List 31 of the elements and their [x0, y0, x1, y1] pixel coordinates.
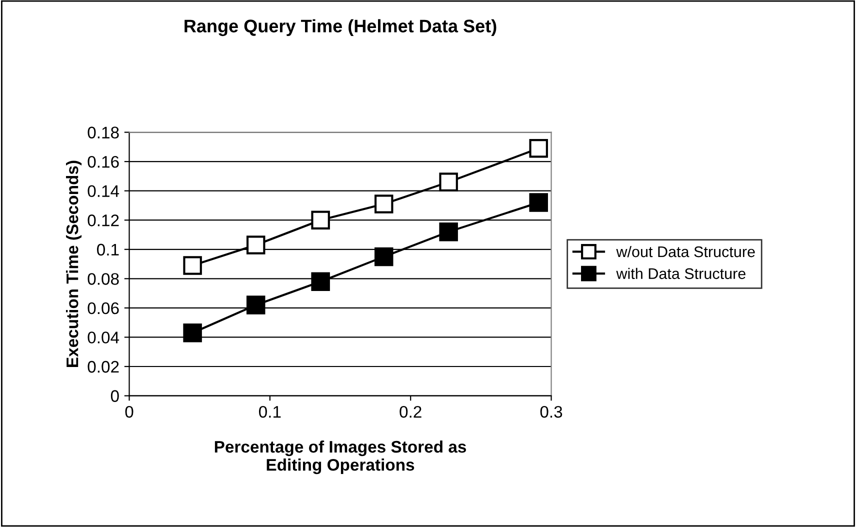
- y-tick-label: 0.14: [88, 185, 120, 198]
- point: [183, 256, 202, 275]
- point: [311, 272, 330, 291]
- y-tick-label: 0.12: [88, 214, 119, 226]
- x-tick-label: 0.2: [400, 406, 422, 418]
- y-tick-label: 0.1: [97, 244, 119, 256]
- point: [183, 323, 202, 342]
- point: [246, 236, 266, 254]
- y-tick-label: 0.08: [88, 273, 119, 285]
- y-tick-label: 0.02: [88, 360, 119, 373]
- x-tick-label: 0: [125, 406, 134, 418]
- chart-title: Range Query Time (Helmet Data Set): [184, 19, 496, 36]
- point: [246, 296, 266, 314]
- point: [311, 210, 330, 230]
- x-tick-label: 0.1: [258, 406, 281, 418]
- point: [529, 193, 548, 212]
- y-tick-label: 0.16: [88, 156, 119, 168]
- y-tick-label: 0.18: [88, 126, 119, 138]
- point: [374, 194, 394, 214]
- legend-label: w/out Data Structure: [616, 246, 755, 258]
- y-tick-label: 0.06: [88, 302, 119, 314]
- y-axis-title: Execution Time (Seconds): [66, 160, 82, 367]
- x-axis-title: Percentage of Images Stored as Editing Operations: [214, 440, 466, 474]
- point: [374, 247, 394, 266]
- legend-label: with Data Structure: [616, 268, 746, 280]
- point: [439, 222, 458, 242]
- y-tick-label: 0: [110, 390, 119, 402]
- point: [529, 139, 548, 158]
- x-tick-label: 0.3: [540, 406, 562, 418]
- point: [439, 172, 458, 192]
- y-tick-label: 0.04: [88, 332, 120, 344]
